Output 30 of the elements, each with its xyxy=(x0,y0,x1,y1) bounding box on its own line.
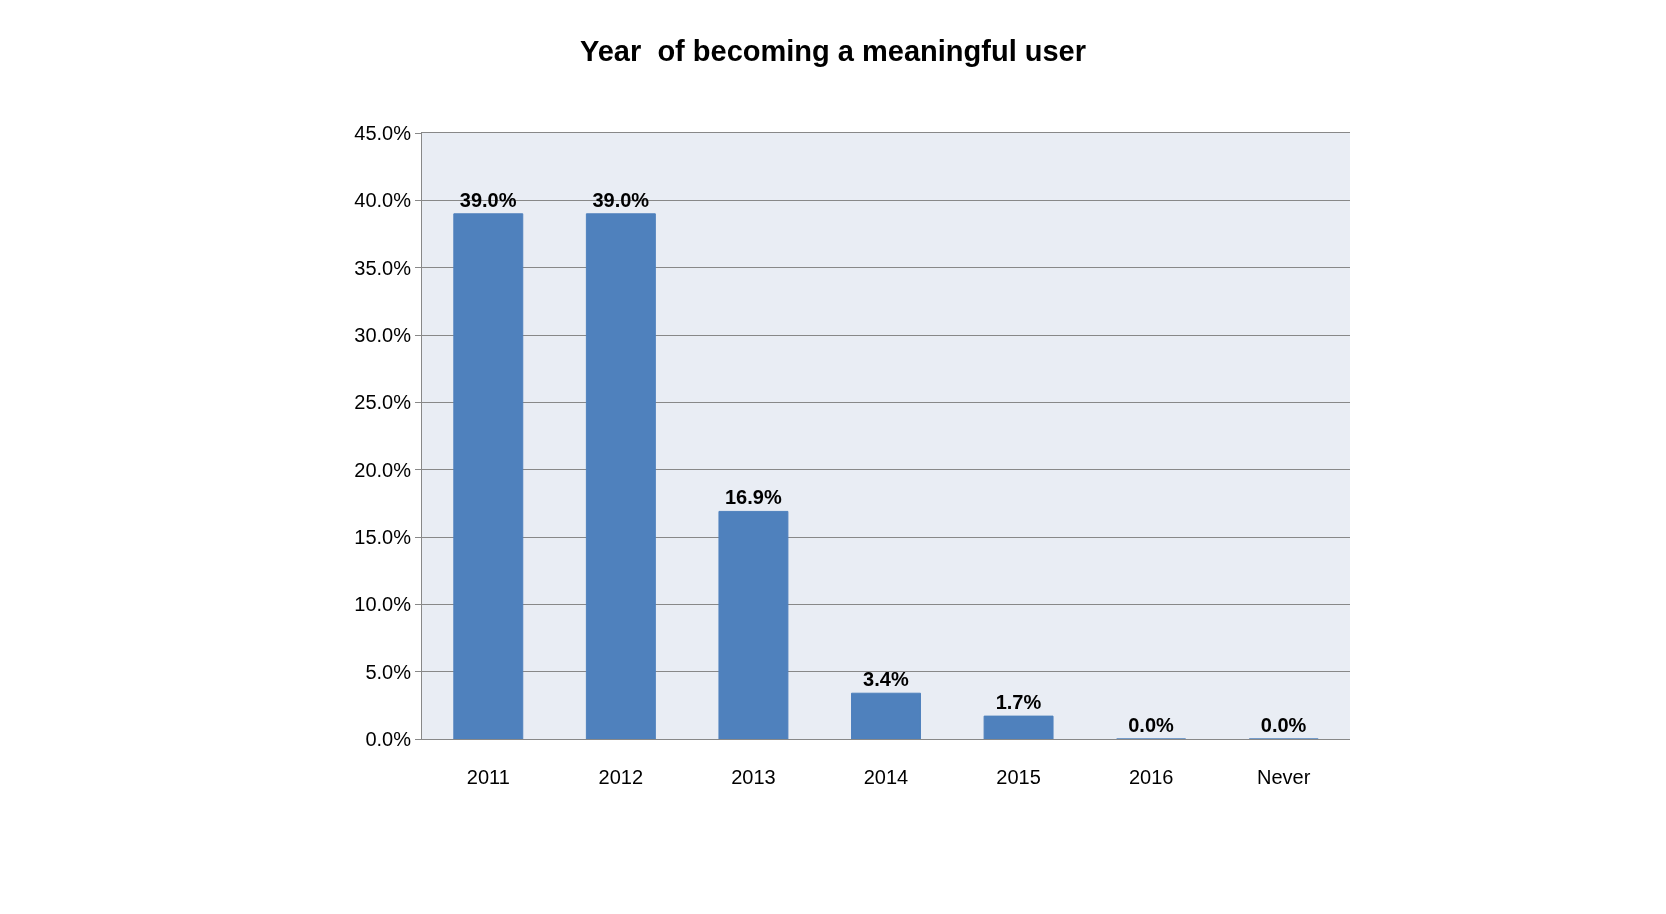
x-tick-label: 2011 xyxy=(466,766,510,788)
y-tick-label: 35.0% xyxy=(354,256,412,279)
y-tick-label: 25.0% xyxy=(354,391,412,414)
y-tick-label: 15.0% xyxy=(354,526,412,548)
data-label: 0.0% xyxy=(1128,714,1175,736)
x-tick-label: 2012 xyxy=(598,766,644,788)
data-label: 0.0% xyxy=(1260,714,1307,736)
y-tick-label: 10.0% xyxy=(354,593,412,616)
x-tick-label: 2013 xyxy=(731,766,776,788)
y-tick-label: 30.0% xyxy=(354,324,412,346)
y-tick-label: 20.0% xyxy=(354,458,412,481)
data-label: 39.0% xyxy=(592,188,650,211)
y-tick-label: 45.0% xyxy=(354,122,412,144)
x-tick-label: 2015 xyxy=(996,766,1041,788)
bar xyxy=(585,213,656,739)
bar xyxy=(983,715,1054,739)
bar xyxy=(718,510,789,739)
y-tick-label: 5.0% xyxy=(365,660,412,683)
data-label: 16.9% xyxy=(724,486,782,509)
bar xyxy=(453,213,524,739)
x-tick-label: 2016 xyxy=(1128,766,1174,788)
x-tick-label: Never xyxy=(1257,766,1311,788)
chart-title: Year of becoming a meaningful user xyxy=(579,35,1087,68)
data-label: 3.4% xyxy=(863,668,909,691)
data-label: 39.0% xyxy=(459,188,517,211)
data-label: 1.7% xyxy=(995,691,1042,714)
bar xyxy=(851,692,921,739)
y-tick-label: 40.0% xyxy=(354,189,412,212)
y-tick-label: 0.0% xyxy=(365,728,412,750)
x-tick-label: 2014 xyxy=(863,766,909,788)
